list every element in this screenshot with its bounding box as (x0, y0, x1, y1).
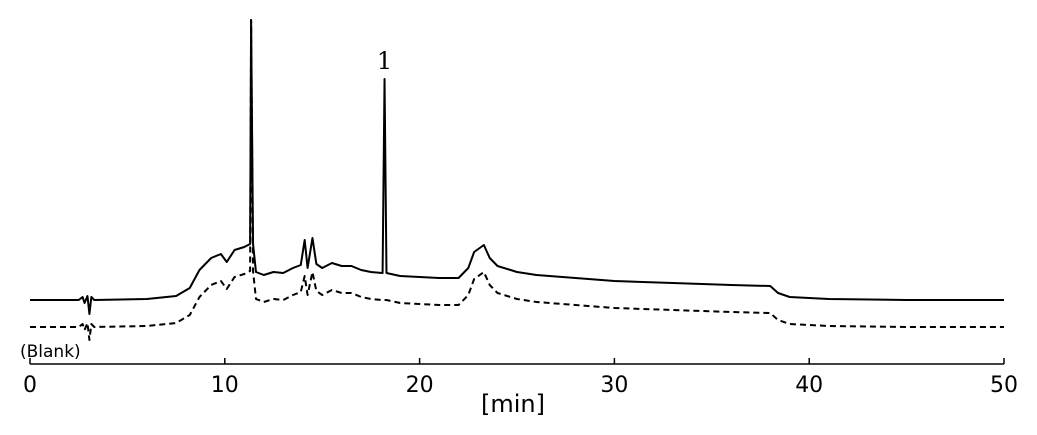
x-tick-label: 40 (795, 373, 823, 398)
legend-label: (Blank) (20, 342, 81, 362)
x-tick-label: 10 (211, 373, 239, 398)
x-tick-label: 0 (23, 373, 37, 398)
x-tick-label: 50 (990, 373, 1018, 398)
peak-label: 1 (377, 47, 392, 75)
x-tick-label: 20 (406, 373, 434, 398)
trace (30, 19, 1004, 315)
x-axis-label: [min] (481, 390, 545, 418)
trace (30, 19, 1004, 341)
x-tick-label: 30 (600, 373, 628, 398)
